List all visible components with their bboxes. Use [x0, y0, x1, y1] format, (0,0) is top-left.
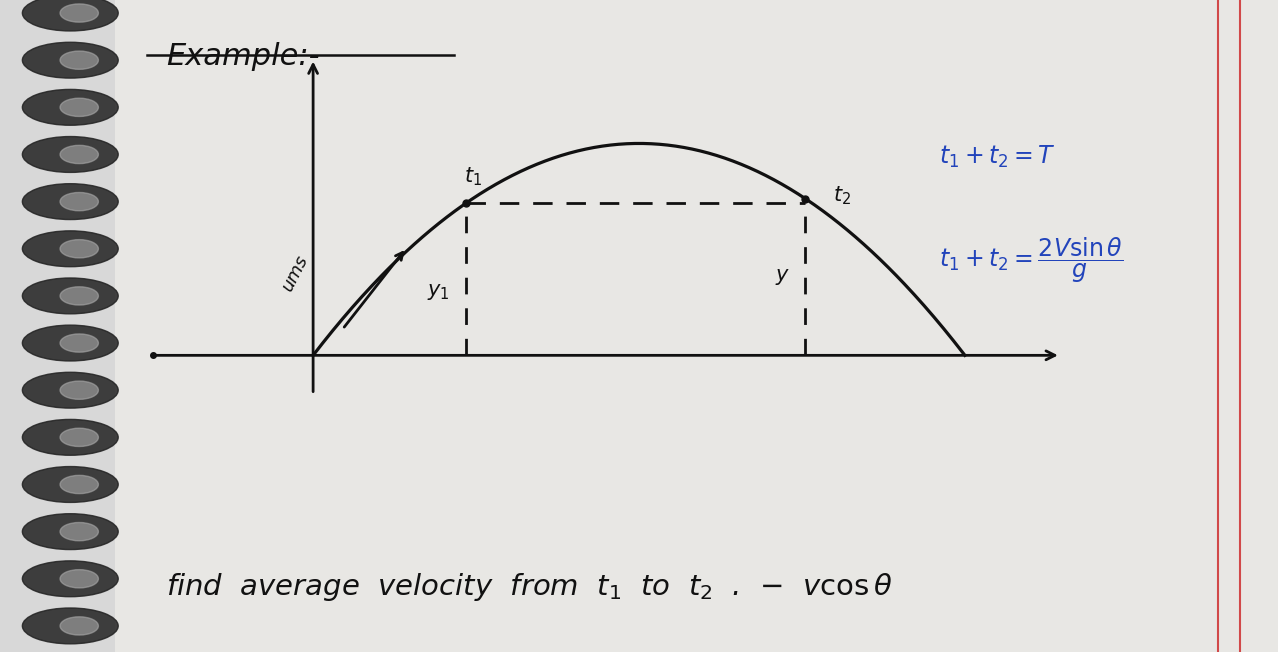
Text: $t_1+t_2=T$: $t_1+t_2=T$	[939, 143, 1057, 170]
Ellipse shape	[60, 287, 98, 305]
Ellipse shape	[23, 42, 119, 78]
Text: find  average  velocity  from  $t_1$  to  $t_2$  .  $-$  $v\cos\theta$: find average velocity from $t_1$ to $t_2…	[166, 570, 893, 603]
Text: $t_1$: $t_1$	[464, 166, 482, 188]
Ellipse shape	[23, 561, 119, 597]
Ellipse shape	[60, 145, 98, 164]
Ellipse shape	[23, 325, 119, 361]
Ellipse shape	[23, 136, 119, 172]
Ellipse shape	[60, 475, 98, 494]
Text: Example:-: Example:-	[166, 42, 320, 71]
Ellipse shape	[60, 570, 98, 588]
Ellipse shape	[23, 608, 119, 644]
Text: $y_1$: $y_1$	[427, 282, 450, 302]
Ellipse shape	[60, 98, 98, 117]
Ellipse shape	[23, 514, 119, 550]
Ellipse shape	[60, 4, 98, 22]
FancyBboxPatch shape	[115, 0, 1278, 652]
Ellipse shape	[23, 89, 119, 125]
Ellipse shape	[60, 192, 98, 211]
Ellipse shape	[23, 278, 119, 314]
Ellipse shape	[60, 334, 98, 352]
Text: $t_1+t_2=\dfrac{2V\sin\theta}{g}$: $t_1+t_2=\dfrac{2V\sin\theta}{g}$	[939, 236, 1123, 286]
Text: ums: ums	[279, 252, 312, 294]
Ellipse shape	[60, 428, 98, 447]
Text: $y$: $y$	[774, 267, 790, 287]
Ellipse shape	[60, 522, 98, 541]
Ellipse shape	[23, 467, 119, 503]
Ellipse shape	[60, 240, 98, 258]
Text: $t_2$: $t_2$	[833, 184, 851, 207]
Ellipse shape	[23, 0, 119, 31]
Ellipse shape	[60, 51, 98, 69]
Ellipse shape	[23, 184, 119, 220]
Ellipse shape	[23, 231, 119, 267]
Ellipse shape	[23, 372, 119, 408]
Ellipse shape	[60, 617, 98, 635]
Ellipse shape	[23, 419, 119, 455]
Ellipse shape	[60, 381, 98, 399]
